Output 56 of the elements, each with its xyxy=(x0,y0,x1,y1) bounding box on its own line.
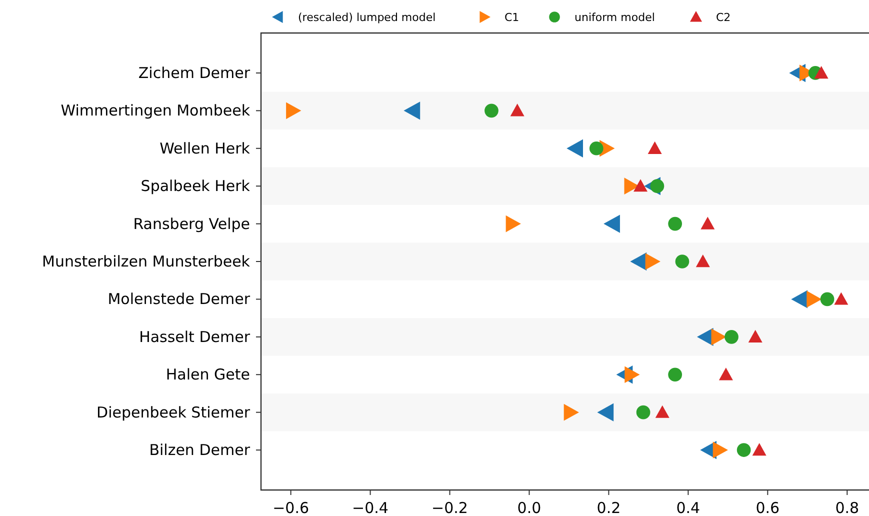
point xyxy=(748,330,762,343)
point xyxy=(711,328,726,346)
point xyxy=(814,66,828,79)
y-tick-label: Munsterbilzen Munsterbeek xyxy=(42,252,250,270)
point xyxy=(589,141,604,156)
point xyxy=(668,216,682,231)
point xyxy=(820,292,834,306)
point xyxy=(566,139,584,158)
x-tick-label: 0.8 xyxy=(835,499,860,516)
x-tick-label: 0.6 xyxy=(756,499,780,516)
legend-label: C2 xyxy=(716,11,731,24)
point xyxy=(724,330,738,344)
point xyxy=(624,366,640,384)
legend-label: (rescaled) lumped model xyxy=(298,11,436,24)
y-tick-label: Zichem Demer xyxy=(138,64,251,82)
point xyxy=(484,104,498,118)
point xyxy=(286,102,302,120)
y-tick-label: Bilzen Demer xyxy=(149,441,251,460)
point xyxy=(712,442,728,458)
point xyxy=(696,254,710,268)
y-tick-label: Ransberg Velpe xyxy=(133,214,250,233)
point xyxy=(634,179,648,192)
y-tick-label: Hasselt Demer xyxy=(139,328,251,346)
point xyxy=(597,403,614,422)
point xyxy=(506,215,521,232)
point xyxy=(510,104,524,116)
y-tick-label: Halen Gete xyxy=(166,366,250,384)
point xyxy=(736,443,751,457)
legend-label: C1 xyxy=(504,11,520,24)
y-tick-label: Spalbeek Herk xyxy=(140,177,250,196)
x-tick-label: −0.2 xyxy=(432,499,468,516)
legend-label: uniform model xyxy=(574,11,655,24)
y-tick-label: Wimmertingen Mombeek xyxy=(60,102,250,120)
point xyxy=(752,443,766,456)
x-tick-label: −0.6 xyxy=(272,499,310,516)
point xyxy=(806,290,822,308)
point xyxy=(700,216,715,230)
point xyxy=(645,253,660,270)
y-tick-label: Molenstede Demer xyxy=(108,290,251,308)
point xyxy=(624,178,640,194)
point xyxy=(604,214,620,233)
y-tick-label: Wellen Herk xyxy=(160,139,250,158)
point xyxy=(834,292,848,305)
point xyxy=(648,141,662,154)
point xyxy=(636,405,650,420)
point xyxy=(668,368,682,382)
x-tick-label: 0.2 xyxy=(596,499,621,516)
point xyxy=(564,404,579,421)
x-tick-label: −0.4 xyxy=(352,499,388,516)
point xyxy=(655,405,670,418)
x-tick-label: 0.0 xyxy=(517,499,542,516)
x-tick-label: 0.4 xyxy=(676,499,700,516)
point xyxy=(675,254,690,268)
y-tick-label: Diepenbeek Stiemer xyxy=(96,403,251,422)
point xyxy=(718,368,733,380)
point xyxy=(404,102,420,120)
